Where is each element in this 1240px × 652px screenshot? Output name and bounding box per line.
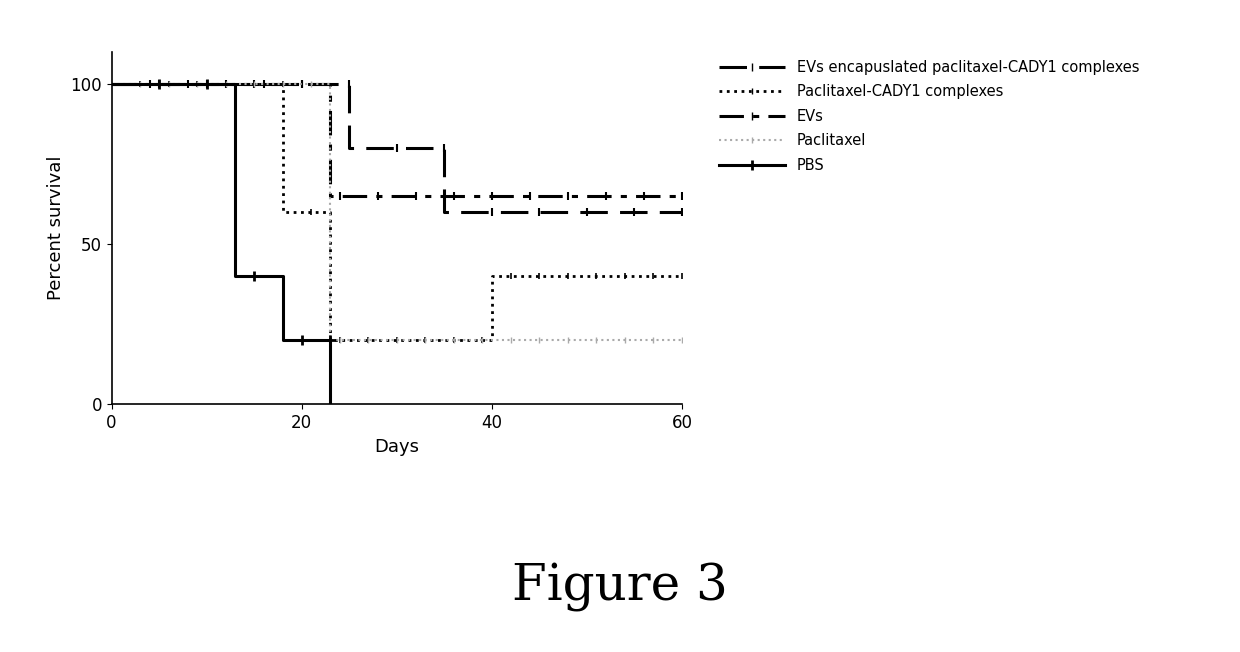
X-axis label: Days: Days — [374, 437, 419, 456]
Text: Figure 3: Figure 3 — [512, 562, 728, 612]
Legend: EVs encapuslated paclitaxel-CADY1 complexes, Paclitaxel-CADY1 complexes, EVs, Pa: EVs encapuslated paclitaxel-CADY1 comple… — [712, 52, 1147, 180]
Y-axis label: Percent survival: Percent survival — [47, 156, 64, 301]
